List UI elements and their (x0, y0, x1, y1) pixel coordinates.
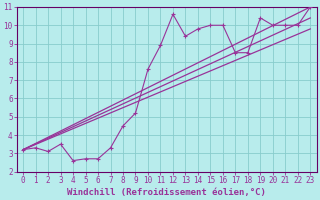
X-axis label: Windchill (Refroidissement éolien,°C): Windchill (Refroidissement éolien,°C) (67, 188, 266, 197)
